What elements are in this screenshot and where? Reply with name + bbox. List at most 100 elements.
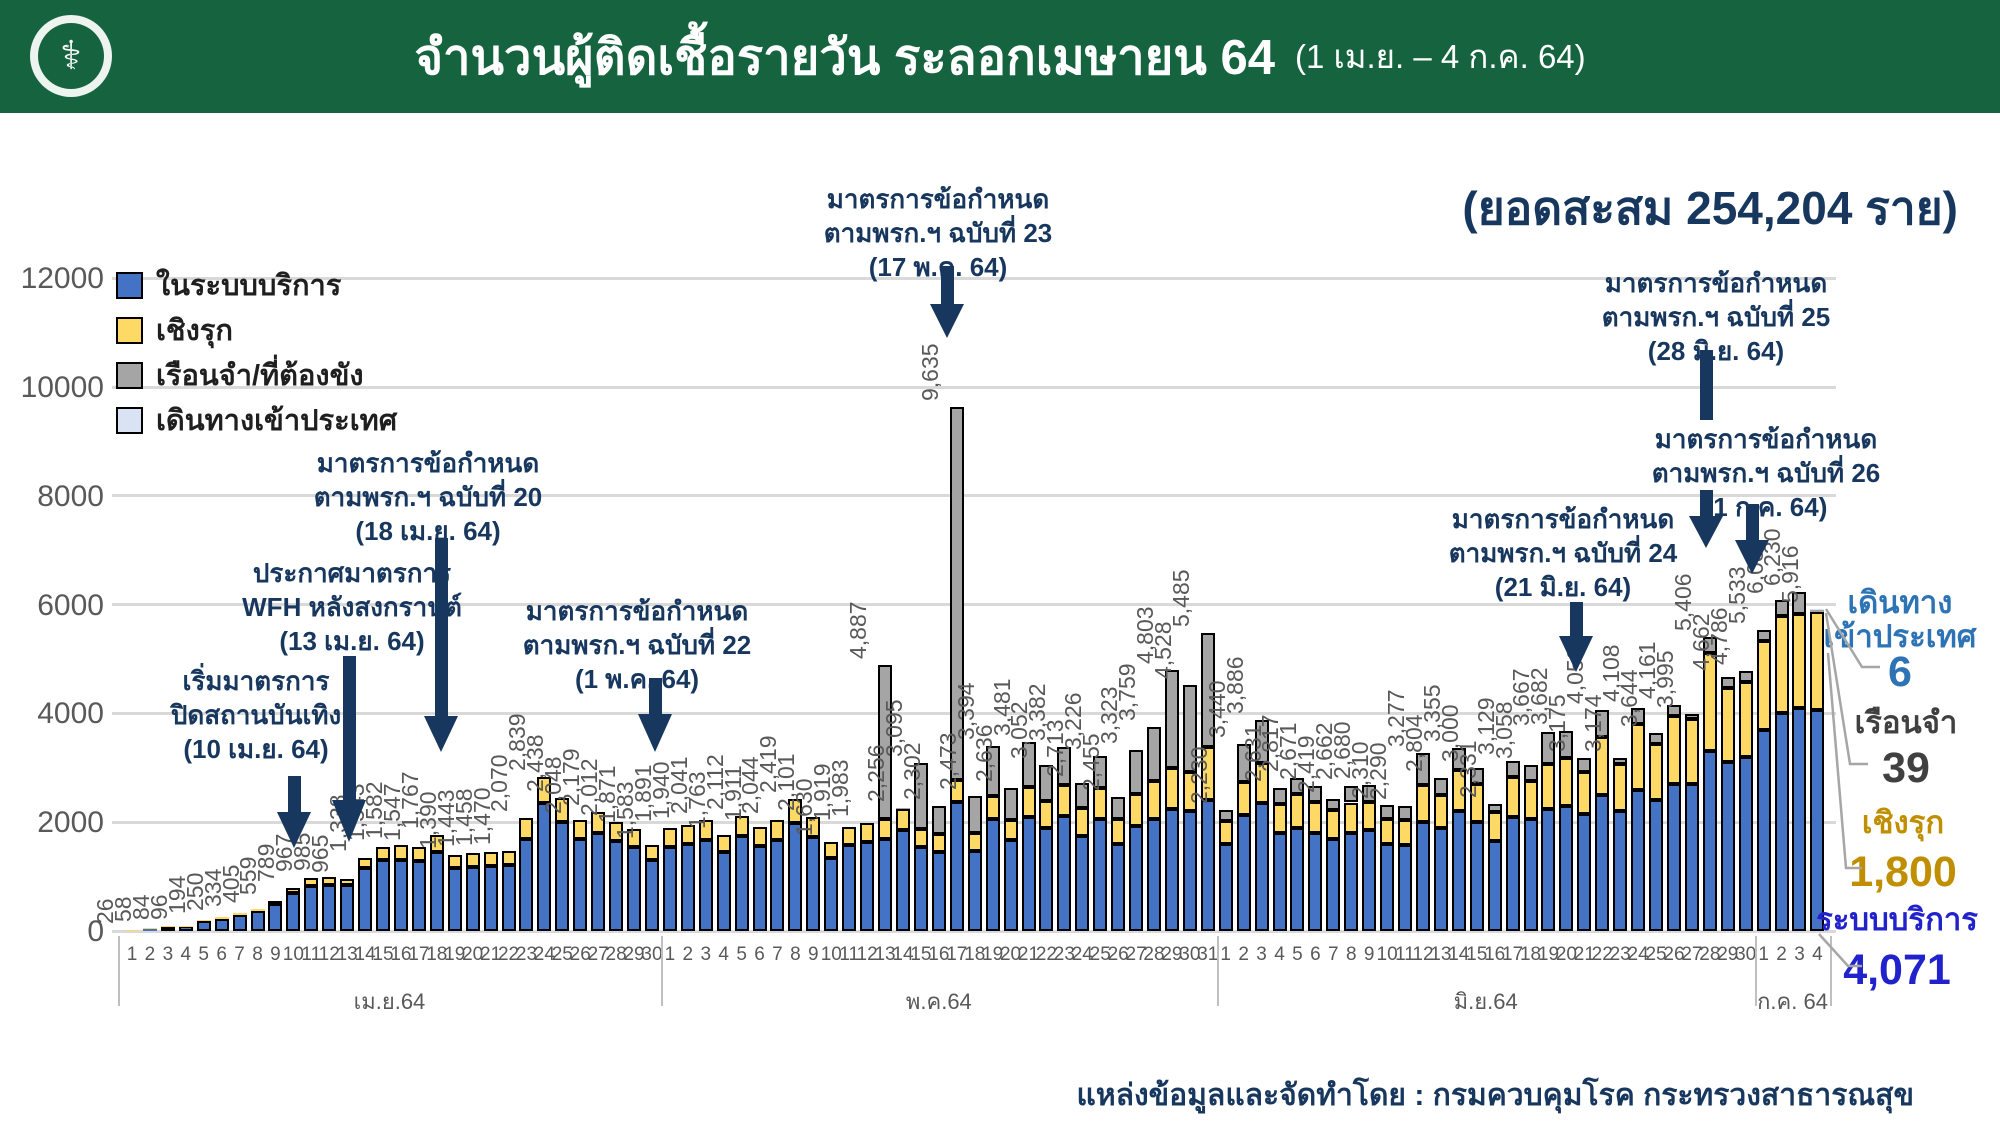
bar-segment-service	[591, 833, 606, 931]
annotation-line: (13 เม.ย. 64)	[279, 626, 425, 656]
bar-segment-proactive	[501, 851, 516, 866]
bar-total-label: 5,916	[1777, 545, 1804, 604]
day-tick-label: 24	[533, 944, 555, 965]
legend-label: เชิงรุก	[156, 315, 233, 347]
annotation-line: (18 เม.ย. 64)	[355, 516, 501, 546]
bar-total-label: 5,485	[1167, 569, 1194, 627]
page-subtitle: (1 เม.ย. – 4 ก.ค. 64)	[1294, 38, 1586, 75]
bar-total-label: 4,887	[845, 601, 872, 660]
annotation-arrow-stem	[1745, 504, 1759, 540]
bar-segment-prison	[1290, 777, 1305, 795]
day-tick-label: 18	[964, 944, 986, 965]
day-tick-label: 22	[1591, 944, 1613, 965]
bar-segment-proactive	[160, 926, 175, 928]
bar-segment-proactive	[1398, 820, 1413, 846]
bar-segment-prison	[1469, 767, 1484, 785]
bar-segment-service	[985, 819, 1000, 931]
annotation-line: มาตรการข้อกำหนด	[826, 184, 1050, 214]
callout-value-prison: 39	[1882, 744, 1930, 792]
day-tick-label: 11	[301, 944, 322, 965]
day-tick-label: 7	[772, 944, 783, 965]
annotation-line: เริ่มมาตรการ	[182, 666, 330, 696]
bar-segment-service	[1129, 826, 1144, 931]
bar-segment-service	[824, 858, 839, 931]
annotation-arrow-head-icon	[1689, 515, 1723, 548]
bar-segment-proactive	[1272, 804, 1287, 834]
day-tick-label: 27	[1125, 944, 1147, 965]
bar-segment-prison	[985, 746, 1000, 796]
month-label: เม.ย.64	[353, 989, 426, 1014]
bar-segment-service	[447, 868, 462, 931]
bar-segment-proactive	[1487, 812, 1502, 842]
callout-label-imported: เดินทาง เข้าประเทศ	[1824, 586, 1977, 654]
day-tick-label: 17	[1502, 944, 1524, 965]
bar-segment-proactive	[125, 929, 139, 931]
bar-segment-service	[465, 866, 480, 931]
source-credit: แหล่งข้อมูลและจัดทำโดย : กรมควบคุมโรค กร…	[1076, 1079, 1914, 1112]
legend-swatch-icon	[116, 406, 143, 434]
bar-segment-proactive	[949, 779, 964, 802]
bar-segment-prison	[1039, 764, 1054, 802]
bar-segment-service	[931, 851, 946, 931]
bar-segment-service	[1057, 816, 1072, 931]
bar-segment-service	[1523, 819, 1538, 931]
bar-segment-proactive	[931, 834, 946, 852]
day-tick-label: 19	[982, 944, 1004, 965]
bar-segment-proactive	[340, 878, 355, 886]
bar-segment-prison	[878, 665, 893, 820]
bar-segment-service	[698, 839, 713, 931]
day-tick-label: 9	[1363, 944, 1375, 965]
bar-segment-service	[644, 860, 659, 931]
bar-segment-service	[1021, 816, 1036, 931]
bar-segment-proactive	[232, 912, 247, 915]
day-tick-label: 18	[1519, 944, 1542, 965]
bar-segment-service	[788, 822, 803, 931]
bar-segment-proactive	[1057, 785, 1072, 817]
bar-segment-prison	[1720, 677, 1735, 689]
bar-segment-proactive	[842, 826, 857, 846]
bar-segment-proactive	[573, 819, 588, 839]
bar-total-label: 3,174	[1580, 694, 1607, 753]
month-separator	[660, 936, 663, 1006]
bar-segment-prison	[1559, 730, 1574, 758]
annotation-text: ประกาศมาตรการ WFH หลังสงกรานต์ (13 เม.ย. 6…	[162, 556, 542, 658]
day-tick-label: 16	[928, 944, 950, 965]
bar-segment-service	[1075, 835, 1090, 931]
day-tick-label: 27	[587, 944, 609, 965]
day-tick-label: 29	[623, 944, 645, 965]
annotation-arrow-head-icon	[332, 799, 366, 842]
bar-segment-service	[734, 836, 749, 931]
bar-segment-service	[232, 914, 247, 931]
y-axis-tick-label: 2000	[37, 806, 104, 840]
bar-segment-proactive	[555, 798, 570, 823]
y-axis-tick-label: 12000	[20, 262, 104, 296]
annotation-text: มาตรการข้อกำหนด ตามพรก.ฯ ฉบับที่ 24 (21 มิ…	[1373, 502, 1753, 604]
annotation-text: มาตรการข้อกำหนด ตามพรก.ฯ ฉบับที่ 23 (17 พ.…	[748, 182, 1128, 284]
bar-total-label: 2,302	[898, 742, 925, 800]
bar-segment-prison	[1774, 599, 1789, 617]
day-tick-label: 11	[839, 944, 860, 965]
bar-segment-proactive	[1218, 820, 1233, 844]
annotation-line: ตามพรก.ฯ ฉบับที่ 23	[823, 218, 1053, 248]
day-tick-label: 20	[999, 944, 1022, 965]
bar-segment-proactive	[644, 844, 659, 861]
bar-segment-proactive	[878, 819, 893, 840]
bar-segment-service	[1702, 751, 1717, 931]
bar-segment-proactive	[1093, 788, 1108, 820]
day-tick-label: 28	[1699, 944, 1721, 965]
bar-segment-service	[1631, 789, 1646, 931]
bar-segment-prison	[967, 796, 982, 834]
day-tick-label: 13	[336, 944, 358, 965]
legend-label: ในระบบบริการ	[156, 270, 342, 302]
bar-segment-service	[842, 845, 857, 931]
bar-segment-service	[1469, 822, 1484, 931]
legend-item: เรือนจำ/ที่ต้องขัง	[116, 352, 364, 398]
bar-segment-proactive	[1308, 802, 1323, 834]
bar-segment-service	[1774, 713, 1789, 931]
day-tick-label: 28	[1143, 944, 1165, 965]
day-tick-label: 1	[126, 944, 138, 965]
legend-item: ในระบบบริการ	[116, 262, 341, 308]
bar-segment-prison	[931, 805, 946, 835]
day-tick-label: 30	[1179, 944, 1201, 965]
bar-segment-proactive	[178, 925, 193, 927]
